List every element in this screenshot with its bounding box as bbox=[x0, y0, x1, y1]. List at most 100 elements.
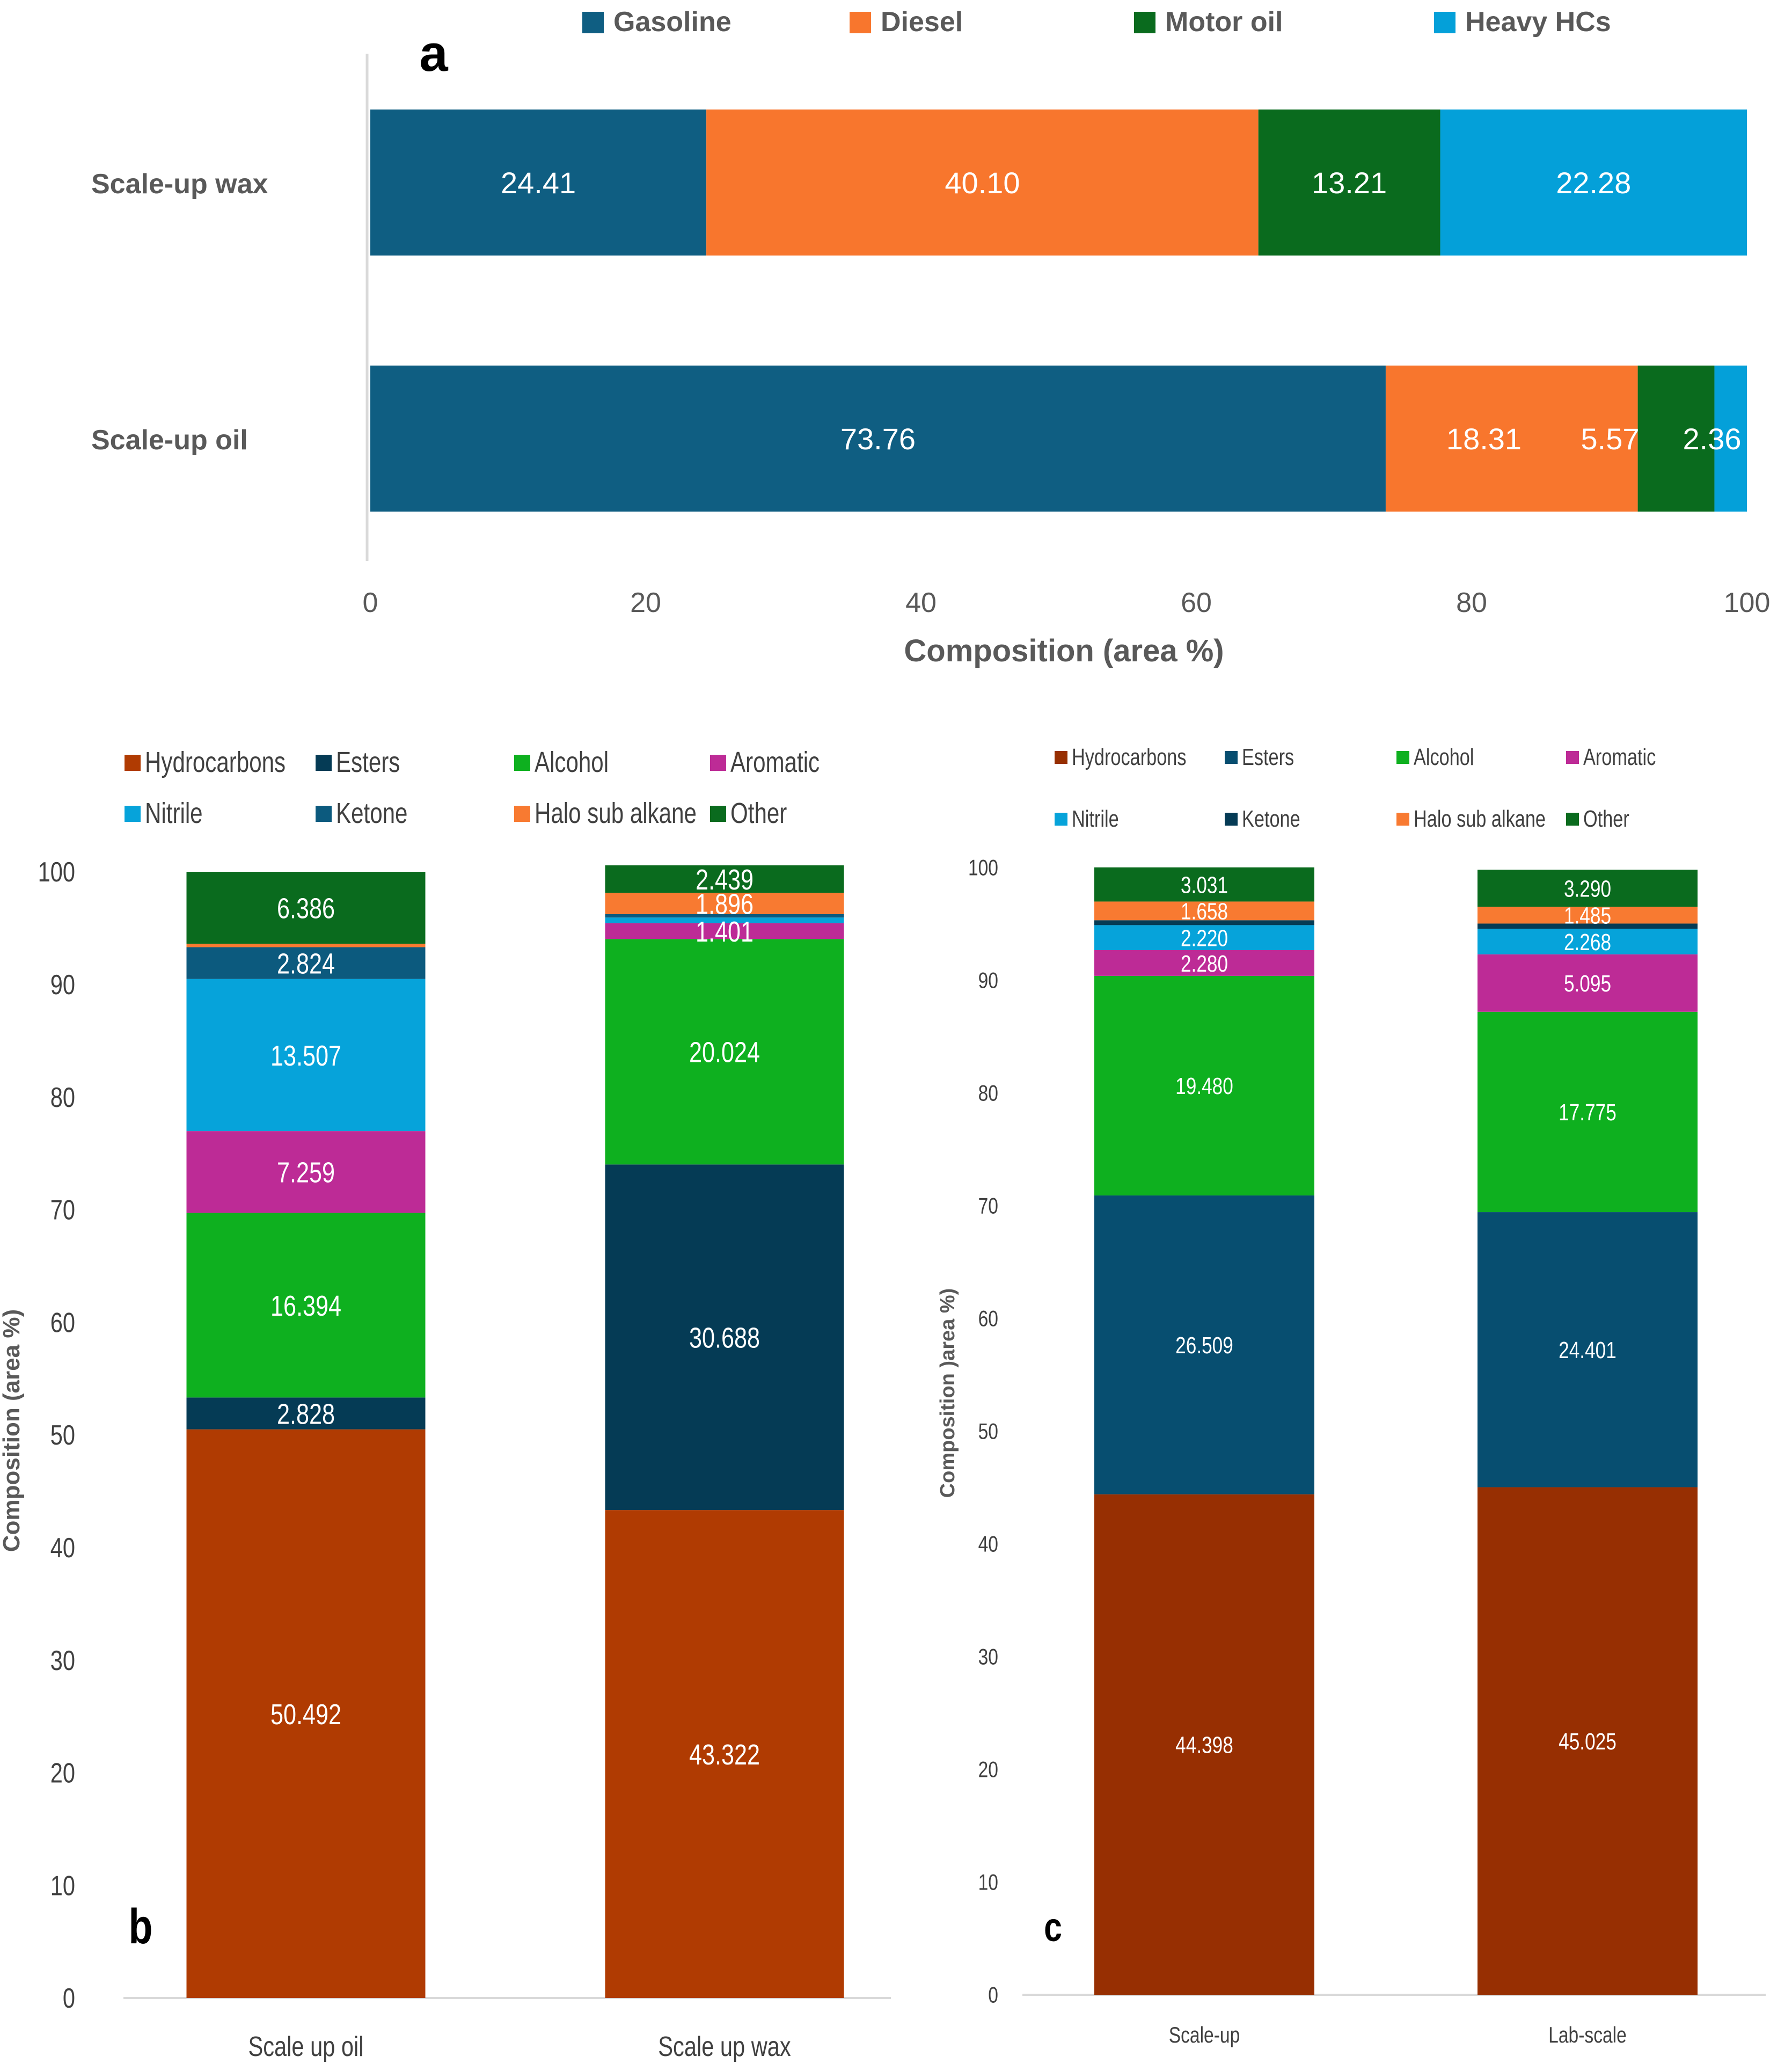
legend-swatch bbox=[1225, 813, 1238, 826]
bar-aromatic-2 bbox=[605, 923, 844, 939]
legend-swatch bbox=[1396, 813, 1409, 826]
bar-halo-sub-alkane-2 bbox=[605, 893, 844, 914]
bar-aromatic-1 bbox=[186, 1131, 426, 1213]
bar-other-2 bbox=[605, 865, 844, 893]
x-tick-label: 20 bbox=[630, 587, 661, 618]
y-axis-title: Composition )area %) bbox=[937, 1288, 959, 1498]
data-label: 1.401 bbox=[696, 916, 754, 948]
legend-label: Nitrile bbox=[145, 797, 203, 829]
y-tick-label: 30 bbox=[978, 1645, 998, 1669]
data-label: 2.36 bbox=[1683, 422, 1742, 456]
y-tick-label: 40 bbox=[978, 1532, 998, 1557]
legend-label: Hydrocarbons bbox=[145, 746, 286, 778]
bar-halo-sub-alkane-1 bbox=[186, 943, 426, 947]
legend-item-other: Other bbox=[710, 797, 787, 829]
legend-item-gasoline: Gasoline bbox=[582, 6, 732, 38]
y-tick-label: 80 bbox=[50, 1081, 75, 1113]
bar-alcohol-2 bbox=[605, 939, 844, 1165]
legend-item-aromatic: Aromatic bbox=[710, 746, 820, 778]
legend-label: Nitrile bbox=[1072, 806, 1119, 832]
bar-ketone-1 bbox=[186, 947, 426, 979]
bar-nitrile-2 bbox=[1478, 929, 1698, 954]
y-tick-label: 70 bbox=[978, 1194, 998, 1219]
bar-hydrocarbons-2 bbox=[605, 1510, 844, 1998]
legend-item-esters: Esters bbox=[316, 746, 400, 778]
legend-item-hydrocarbons: Hydrocarbons bbox=[1055, 744, 1187, 770]
panel-b: Hydrocarbons Esters Alcohol Aromatic Nitrile… bbox=[0, 746, 891, 2062]
panel-label-c: c bbox=[1044, 1905, 1062, 1950]
legend-label: Other bbox=[730, 797, 787, 829]
data-label: 2.828 bbox=[277, 1398, 335, 1431]
y-tick-label: 20 bbox=[978, 1758, 998, 1782]
data-label: 40.10 bbox=[945, 166, 1020, 200]
data-label: 16.394 bbox=[270, 1290, 341, 1322]
legend-swatch bbox=[1134, 12, 1155, 33]
legend-swatch bbox=[1566, 751, 1579, 764]
legend-item-nitrile: Nitrile bbox=[125, 797, 203, 829]
data-label: 2.220 bbox=[1181, 925, 1228, 952]
data-label: 2.268 bbox=[1564, 929, 1611, 956]
bar-diesel-1 bbox=[706, 110, 1259, 256]
data-label: 3.290 bbox=[1564, 876, 1611, 902]
bar-motor-oil-1 bbox=[1258, 110, 1440, 256]
legend-item-alcohol: Alcohol bbox=[514, 746, 609, 778]
legend-swatch bbox=[1396, 751, 1409, 764]
bar-halo-sub-alkane-1 bbox=[1094, 901, 1314, 921]
y-tick-label: 60 bbox=[50, 1307, 75, 1338]
y-tick-label: 30 bbox=[50, 1644, 75, 1676]
legend-label: Esters bbox=[1242, 744, 1294, 770]
bar-aromatic-2 bbox=[1478, 954, 1698, 1012]
data-label: 6.386 bbox=[277, 893, 335, 925]
panel-c: Hydrocarbons Esters Alcohol Aromatic Nitrile… bbox=[937, 744, 1766, 2048]
bar-nitrile-1 bbox=[186, 979, 426, 1132]
legend-swatch bbox=[514, 806, 530, 822]
data-label: 18.31 bbox=[1446, 422, 1522, 456]
legend-item-ketone: Ketone bbox=[1225, 806, 1300, 832]
legend-label: Aromatic bbox=[730, 746, 820, 778]
legend-label: Gasoline bbox=[613, 6, 732, 38]
bar-other-2 bbox=[1478, 870, 1698, 907]
legend-item-heavy-hcs: Heavy HCs bbox=[1434, 6, 1611, 38]
data-label: 1.658 bbox=[1181, 899, 1228, 925]
legend-item-diesel: Diesel bbox=[850, 6, 963, 38]
x-tick-label: 0 bbox=[363, 587, 378, 618]
category-label: Scale-up bbox=[1169, 2023, 1240, 2048]
legend-swatch bbox=[1055, 813, 1067, 826]
data-label: 73.76 bbox=[840, 422, 916, 456]
legend-swatch bbox=[710, 806, 726, 822]
bar-alcohol-1 bbox=[186, 1213, 426, 1398]
legend-item-aromatic: Aromatic bbox=[1566, 744, 1656, 770]
y-tick-label: 100 bbox=[38, 856, 75, 888]
y-tick-label: 90 bbox=[978, 968, 998, 993]
legend-swatch bbox=[1566, 813, 1579, 826]
data-label: 5.095 bbox=[1564, 971, 1611, 997]
data-label: 2.280 bbox=[1181, 951, 1228, 977]
y-tick-label: 100 bbox=[968, 856, 998, 880]
bar-ketone-2 bbox=[605, 914, 844, 918]
x-tick-label: 100 bbox=[1724, 587, 1771, 618]
bar-diesel-2 bbox=[1385, 366, 1638, 512]
bar-motor-oil-2 bbox=[1637, 366, 1715, 512]
bar-esters-1 bbox=[1094, 1195, 1314, 1494]
legend-label: Other bbox=[1583, 806, 1629, 832]
data-label: 19.480 bbox=[1175, 1074, 1233, 1100]
legend-label: Ketone bbox=[336, 797, 407, 829]
bar-nitrile-2 bbox=[605, 917, 844, 923]
legend-swatch bbox=[316, 755, 332, 771]
panel-label-b: b bbox=[129, 1899, 153, 1954]
bar-gasoline-1 bbox=[370, 110, 707, 256]
bar-ketone-1 bbox=[1094, 920, 1314, 925]
legend-swatch bbox=[316, 806, 332, 822]
category-label: Scale-up wax bbox=[91, 169, 268, 200]
y-axis-title: Composition (area %) bbox=[0, 1309, 25, 1552]
bar-nitrile-1 bbox=[1094, 925, 1314, 950]
y-tick-label: 90 bbox=[50, 969, 75, 1001]
data-label: 13.21 bbox=[1312, 166, 1387, 200]
data-label: 17.775 bbox=[1559, 1100, 1617, 1126]
legend-label: Ketone bbox=[1242, 806, 1300, 832]
bar-other-1 bbox=[1094, 867, 1314, 902]
bar-gasoline-2 bbox=[370, 366, 1386, 512]
data-label: 1.485 bbox=[1564, 903, 1611, 929]
legend-swatch bbox=[125, 755, 141, 771]
legend-swatch bbox=[1434, 12, 1455, 33]
